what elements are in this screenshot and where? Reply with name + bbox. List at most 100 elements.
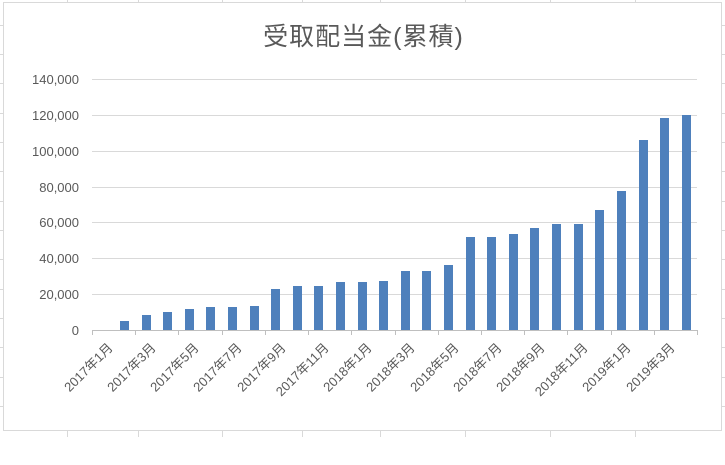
sheet-gridline (67, 0, 68, 2)
bar[interactable] (184, 308, 194, 330)
bar[interactable] (314, 285, 324, 330)
bar[interactable] (444, 265, 453, 330)
sheet-gridline (722, 259, 725, 261)
sheet-gridline (722, 347, 725, 349)
y-gridline (92, 222, 697, 224)
bar[interactable] (573, 224, 583, 330)
y-gridline (92, 258, 697, 260)
sheet-gridline (0, 229, 3, 231)
sheet-gridline (0, 200, 3, 202)
sheet-gridline (380, 431, 381, 437)
sheet-gridline (722, 171, 725, 173)
sheet-gridline (635, 431, 636, 437)
x-axis-tick (92, 330, 93, 335)
bar[interactable] (227, 306, 237, 330)
bar[interactable] (163, 312, 173, 330)
bar[interactable] (681, 114, 691, 330)
bar[interactable] (552, 224, 562, 330)
y-axis-label: 60,000 (39, 215, 79, 231)
sheet-gridline (0, 376, 3, 378)
sheet-gridline (302, 0, 303, 2)
bar[interactable] (638, 140, 648, 330)
bar[interactable] (508, 234, 518, 330)
y-gridline (92, 186, 697, 188)
sheet-gridline (722, 141, 725, 143)
x-axis-tick (480, 330, 482, 335)
sheet-gridline (0, 171, 3, 173)
x-axis-tick (221, 330, 223, 335)
sheet-gridline (302, 431, 303, 437)
y-gridline (92, 114, 697, 116)
bar[interactable] (400, 270, 410, 330)
y-gridline (92, 294, 697, 296)
x-axis-tick (308, 330, 310, 335)
y-axis-label: 80,000 (39, 179, 79, 195)
sheet-gridline (0, 112, 3, 114)
sheet-gridline (465, 431, 466, 437)
x-axis-tick (135, 330, 137, 335)
x-axis-tick (264, 330, 266, 335)
sheet-gridline (722, 200, 725, 202)
chart-title: 受取配当金(累積) (263, 23, 464, 51)
sheet-gridline (222, 0, 223, 2)
y-gridline (92, 150, 697, 152)
x-axis-tick (394, 330, 396, 335)
bar[interactable] (660, 117, 670, 330)
sheet-gridline (722, 318, 725, 319)
x-axis-tick (610, 330, 612, 335)
sheet-gridline (722, 288, 725, 290)
sheet-gridline (0, 24, 3, 26)
y-axis-label: 40,000 (39, 251, 79, 267)
x-axis-tick (697, 330, 698, 335)
y-axis-label: 140,000 (32, 72, 79, 87)
sheet-gridline (138, 0, 139, 2)
bar[interactable] (530, 227, 540, 330)
sheet-gridline (0, 141, 3, 143)
bar[interactable] (119, 321, 129, 330)
sheet-gridline (0, 318, 3, 319)
sheet-gridline (722, 83, 725, 85)
sheet-gridline (0, 347, 3, 349)
y-axis-label: 20,000 (39, 287, 79, 303)
sheet-gridline (635, 0, 636, 2)
sheet-gridline (222, 431, 223, 437)
bar[interactable] (336, 281, 345, 330)
bar[interactable] (379, 281, 389, 330)
x-axis-tick (524, 330, 526, 335)
bar[interactable] (487, 236, 497, 330)
y-axis-label: 100,000 (32, 143, 79, 159)
x-axis-tick (437, 330, 439, 335)
bar[interactable] (206, 306, 216, 330)
x-axis-tick (178, 330, 180, 335)
sheet-gridline (0, 259, 3, 261)
sheet-gridline (722, 229, 725, 231)
bar[interactable] (141, 315, 151, 330)
sheet-gridline (0, 83, 3, 85)
x-axis-tick (567, 330, 569, 335)
bar[interactable] (292, 285, 302, 330)
sheet-gridline (380, 0, 381, 2)
bar[interactable] (595, 209, 605, 330)
sheet-gridline (0, 288, 3, 290)
sheet-gridline (722, 112, 725, 114)
bar[interactable] (357, 281, 367, 330)
bar[interactable] (249, 306, 259, 330)
sheet-gridline (722, 53, 725, 55)
x-axis-tick (653, 330, 655, 335)
y-axis-label: 0 (71, 323, 79, 338)
x-axis-tick (351, 330, 353, 335)
bar[interactable] (271, 288, 281, 330)
sheet-gridline (722, 24, 725, 26)
bar[interactable] (422, 270, 432, 330)
sheet-gridline (722, 406, 725, 408)
chart-container[interactable]: 受取配当金(累積) 0 20,000 40,000 60,000 80,000 100,0… (3, 2, 722, 431)
sheet-gridline (550, 0, 551, 2)
bar[interactable] (465, 236, 475, 330)
sheet-gridline (67, 431, 68, 437)
sheet-gridline (0, 406, 3, 408)
sheet-gridline (138, 431, 139, 437)
bar[interactable] (616, 190, 626, 330)
sheet-gridline (465, 0, 466, 2)
y-axis-label: 120,000 (32, 107, 79, 123)
sheet-gridline (722, 376, 725, 378)
